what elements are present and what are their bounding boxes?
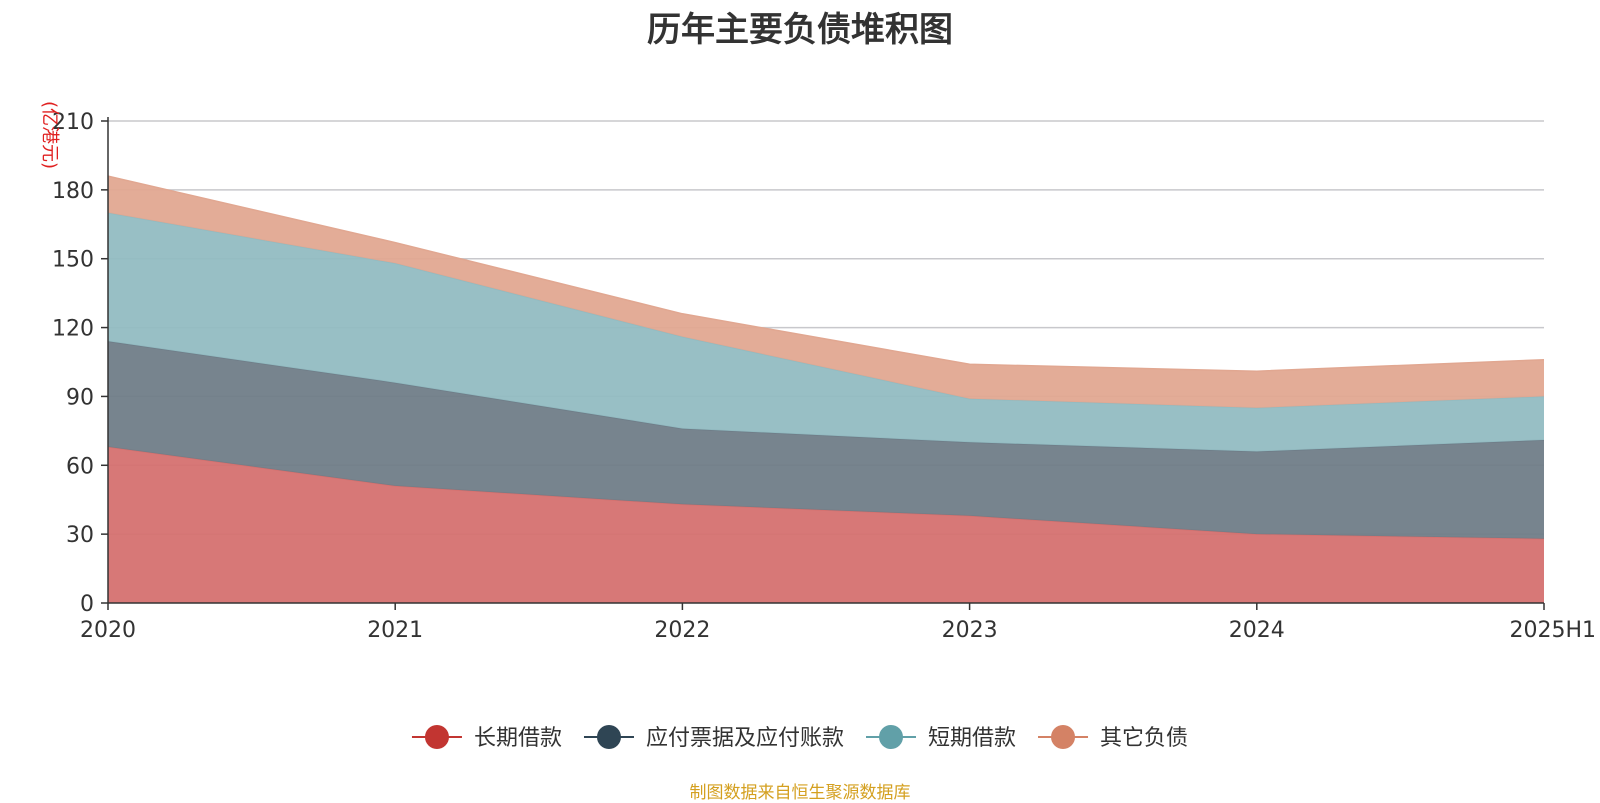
- legend-label: 短期借款: [928, 726, 1016, 751]
- legend-marker-dot: [879, 725, 903, 749]
- legend-label: 长期借款: [474, 726, 562, 751]
- area-series-4: [108, 176, 1544, 408]
- y-axis-unit-label: (亿港元): [39, 101, 60, 169]
- chart-title: 历年主要负债堆积图: [647, 10, 953, 50]
- legend[interactable]: 长期借款 应付票据及应付账款 短期借款 其它负债: [411, 725, 1188, 751]
- y-tick-label: 150: [52, 248, 94, 273]
- x-tick-label: 2020: [80, 618, 136, 643]
- legend-marker-dot: [424, 725, 449, 749]
- x-tick-label: 2022: [654, 618, 710, 643]
- y-tick-label: 180: [52, 179, 94, 204]
- x-tick-label: 2021: [367, 618, 423, 643]
- x-tick-label: 2023: [942, 618, 998, 643]
- legend-item-4[interactable]: 其它负债: [1038, 725, 1188, 751]
- legend-label: 其它负债: [1100, 726, 1188, 751]
- y-tick-label: 210: [52, 110, 94, 135]
- y-tick-label: 90: [66, 385, 94, 410]
- legend-item-2[interactable]: 应付票据及应付账款: [583, 725, 844, 751]
- y-tick-label: 0: [80, 592, 94, 617]
- stacked-areas: [107, 175, 1545, 603]
- y-tick-label: 60: [66, 454, 94, 479]
- legend-item-3[interactable]: 短期借款: [866, 725, 1016, 751]
- y-tick-label: 120: [52, 317, 94, 342]
- x-tick-label: 2025H1: [1509, 618, 1596, 643]
- area-series-2: [108, 341, 1544, 539]
- legend-label: 应付票据及应付账款: [646, 726, 844, 751]
- area-edge-4: [107, 175, 1545, 372]
- area-series-1: [108, 446, 1544, 603]
- legend-item-1[interactable]: 长期借款: [411, 725, 562, 751]
- axes: 0 30 60 90 120 150 180 210 2020 2021 2022 2023 2024 2…: [52, 110, 1596, 643]
- legend-marker-dot: [596, 725, 621, 749]
- legend-marker-dot: [1051, 725, 1076, 749]
- data-source-note: 制图数据来自恒生聚源数据库: [689, 783, 911, 803]
- x-tick-label: 2024: [1229, 618, 1285, 643]
- y-tick-label: 30: [66, 523, 94, 548]
- area-series-3: [108, 212, 1544, 452]
